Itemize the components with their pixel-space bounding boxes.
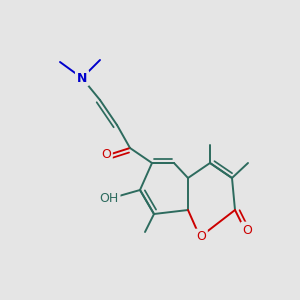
Text: O: O bbox=[101, 148, 111, 161]
Text: O: O bbox=[242, 224, 252, 236]
Text: O: O bbox=[196, 230, 206, 244]
Text: N: N bbox=[77, 71, 87, 85]
Text: OH: OH bbox=[99, 191, 119, 205]
